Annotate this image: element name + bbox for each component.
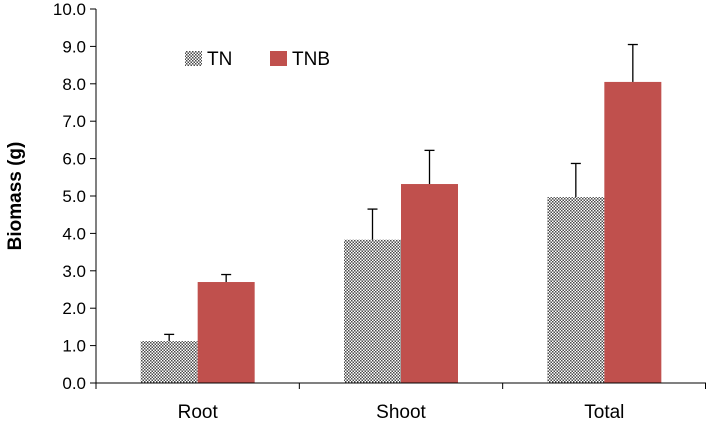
y-tick-label: 5.0 <box>62 187 86 206</box>
bar-tn-total <box>547 197 605 383</box>
axes <box>95 9 706 389</box>
legend-swatch-tn <box>185 51 202 66</box>
y-tick-label: 0.0 <box>62 374 86 393</box>
bar-tn-shoot <box>344 239 401 383</box>
y-tick-label: 4.0 <box>62 224 86 243</box>
y-tick-label: 9.0 <box>62 37 86 56</box>
x-category-label: Shoot <box>376 402 426 423</box>
x-category-label: Root <box>178 402 219 423</box>
y-tick-label: 2.0 <box>62 299 86 318</box>
y-tick-label: 3.0 <box>62 262 86 281</box>
y-tick-label: 10.0 <box>53 0 86 19</box>
x-category-label: Total <box>584 402 624 423</box>
bar-tnb-root <box>197 282 255 383</box>
y-tick-label: 8.0 <box>62 75 86 94</box>
bar-tnb-total <box>604 81 662 384</box>
y-axis-title: Biomass (g) <box>5 142 26 251</box>
y-axis-ticks: 0.0 1.0 2.0 3.0 4.0 5.0 6.0 7.0 8.0 9.0 10.0 <box>53 0 96 393</box>
y-tick-label: 6.0 <box>62 150 86 169</box>
legend-label-tn: TN <box>207 49 232 70</box>
category-labels: Root Shoot Total <box>178 402 625 423</box>
legend: TN TNB <box>185 49 330 70</box>
y-tick-label: 1.0 <box>62 337 86 356</box>
y-tick-label: 7.0 <box>62 112 86 131</box>
bar-tnb-shoot <box>401 184 458 383</box>
bar-tn-root <box>140 341 198 383</box>
legend-label-tnb: TNB <box>292 49 330 70</box>
legend-swatch-tnb <box>270 51 287 66</box>
bars <box>140 43 662 384</box>
